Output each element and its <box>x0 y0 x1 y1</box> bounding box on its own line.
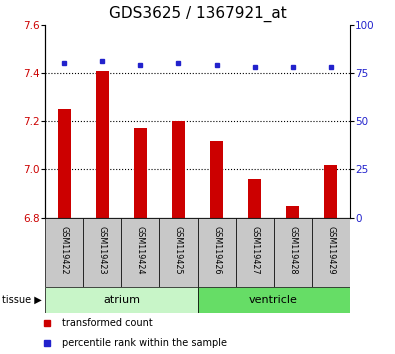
Bar <box>172 121 185 218</box>
Text: GDS3625 / 1367921_at: GDS3625 / 1367921_at <box>109 5 286 22</box>
Text: GSM119422: GSM119422 <box>60 226 69 275</box>
Text: GSM119429: GSM119429 <box>326 226 335 275</box>
Bar <box>235 218 274 287</box>
Bar <box>273 218 312 287</box>
Bar <box>312 218 350 287</box>
Text: GSM119423: GSM119423 <box>98 226 107 274</box>
Text: percentile rank within the sample: percentile rank within the sample <box>62 338 227 348</box>
Bar <box>83 218 122 287</box>
Bar <box>134 129 147 218</box>
Bar <box>198 218 235 287</box>
Text: GSM119424: GSM119424 <box>136 226 145 274</box>
Bar <box>96 70 109 218</box>
Bar <box>324 165 337 218</box>
Text: atrium: atrium <box>103 295 140 305</box>
Text: transformed count: transformed count <box>62 318 152 327</box>
Bar <box>286 206 299 218</box>
Text: GSM119425: GSM119425 <box>174 226 183 275</box>
Text: tissue ▶: tissue ▶ <box>2 295 42 305</box>
Bar <box>58 109 71 218</box>
Bar <box>198 287 350 313</box>
Bar <box>45 287 198 313</box>
Text: GSM119428: GSM119428 <box>288 226 297 274</box>
Text: ventricle: ventricle <box>249 295 298 305</box>
Text: GSM119427: GSM119427 <box>250 226 259 275</box>
Text: GSM119426: GSM119426 <box>212 226 221 274</box>
Bar <box>160 218 198 287</box>
Bar <box>248 179 261 218</box>
Bar <box>210 141 223 218</box>
Bar <box>122 218 160 287</box>
Bar <box>45 218 83 287</box>
